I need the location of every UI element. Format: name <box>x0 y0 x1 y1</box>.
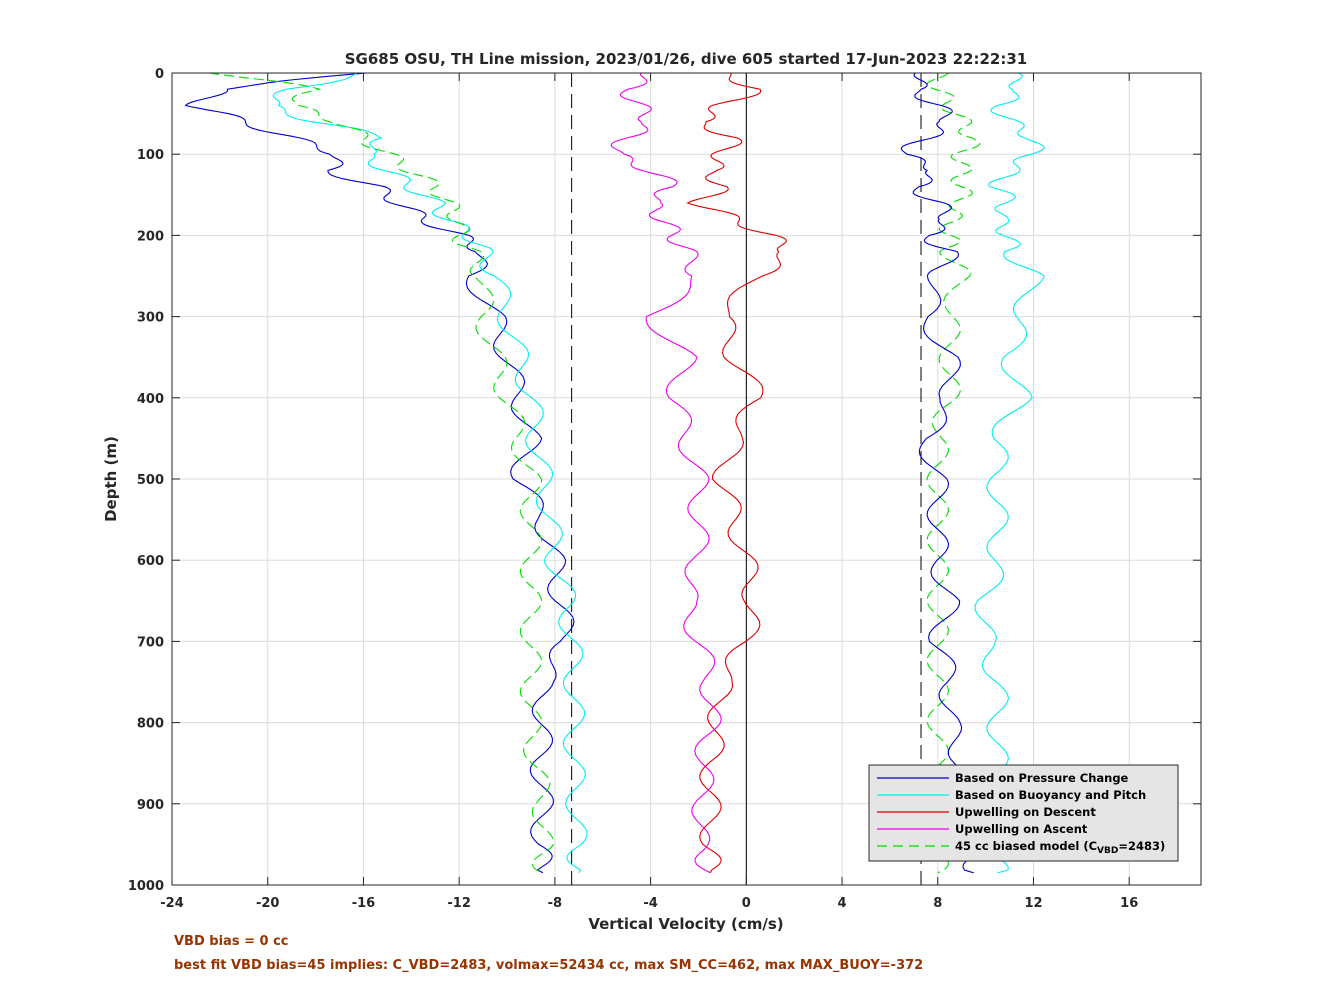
x-tick-label: -8 <box>548 896 562 911</box>
x-tick-label: -4 <box>643 896 657 911</box>
x-tick-label: -20 <box>256 896 280 911</box>
series-line-1 <box>184 72 575 874</box>
series-line-ascent-model <box>926 72 981 874</box>
series-line-descent-model <box>209 72 555 874</box>
legend-label: Upwelling on Ascent <box>955 822 1088 836</box>
legend-label: Based on Buoyancy and Pitch <box>955 788 1146 802</box>
x-tick-label: 12 <box>1024 896 1042 911</box>
ascent-series-line-7 <box>974 72 1046 874</box>
legend-box <box>868 764 1179 862</box>
y-tick-label: 500 <box>137 473 164 488</box>
legend-label: 45 cc biased model (CVBD=2483) <box>955 839 1165 856</box>
y-tick-label: 200 <box>137 229 164 244</box>
legend: Based on Pressure Change Based on Buoyanc… <box>868 764 1179 862</box>
legend-label: Upwelling on Descent <box>955 805 1096 819</box>
y-tick-label: 700 <box>137 635 164 650</box>
y-tick-label: 1000 <box>128 879 164 894</box>
y-tick-label: 800 <box>137 717 164 732</box>
legend-label: Based on Pressure Change <box>955 771 1129 785</box>
y-tick-label: 400 <box>137 392 164 407</box>
x-tick-label: 8 <box>933 896 942 911</box>
chart-title: SG685 OSU, TH Line mission, 2023/01/26, … <box>345 50 1028 68</box>
y-axis-label: Depth (m) <box>102 436 120 522</box>
x-tick-label: -16 <box>352 896 376 911</box>
series-line-4 <box>610 73 722 874</box>
y-tick-label: 100 <box>137 148 164 163</box>
x-tick-label: 0 <box>742 896 751 911</box>
ascent-series-line-6 <box>900 72 985 874</box>
x-axis-label: Vertical Velocity (cm/s) <box>588 915 783 933</box>
grid <box>171 72 1201 886</box>
axis-ticks: -24 -20 -16 -12 -8 -4 0 4 8 12 16 0 100 200 300 400 500 6… <box>128 67 1201 911</box>
y-tick-label: 600 <box>137 554 164 569</box>
y-tick-label: 0 <box>155 67 164 82</box>
x-tick-label: 16 <box>1120 896 1138 911</box>
x-tick-label: -24 <box>160 896 184 911</box>
x-tick-label: 4 <box>838 896 847 911</box>
series-line-3 <box>686 72 787 874</box>
y-tick-label: 300 <box>137 311 164 326</box>
y-tick-label: 900 <box>137 798 164 813</box>
x-tick-label: -12 <box>447 896 471 911</box>
vbd-bias-note: VBD bias = 0 cc <box>174 934 289 949</box>
series-line-2 <box>272 72 588 874</box>
series-lines <box>184 72 1046 874</box>
reference-lines <box>571 73 922 885</box>
best-fit-note: best fit VBD bias=45 implies: C_VBD=2483… <box>174 958 924 973</box>
